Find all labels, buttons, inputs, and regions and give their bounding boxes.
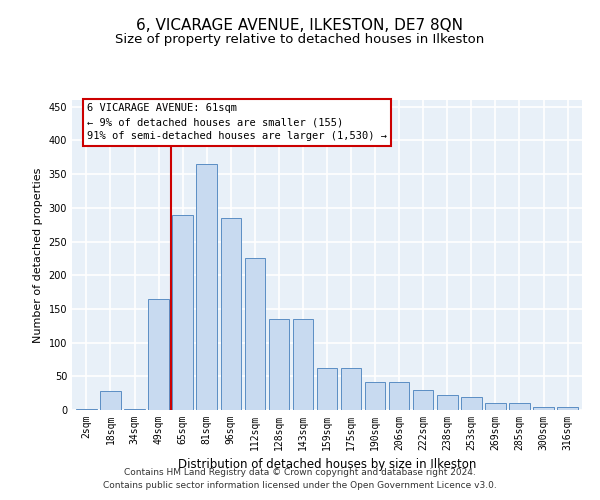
Bar: [221, 218, 241, 410]
Bar: [557, 408, 578, 410]
Text: Size of property relative to detached houses in Ilkeston: Size of property relative to detached ho…: [115, 32, 485, 46]
Bar: [293, 319, 313, 410]
X-axis label: Distribution of detached houses by size in Ilkeston: Distribution of detached houses by size …: [178, 458, 476, 471]
Bar: [341, 368, 361, 410]
Text: Contains public sector information licensed under the Open Government Licence v3: Contains public sector information licen…: [103, 480, 497, 490]
Bar: [245, 258, 265, 410]
Bar: [389, 382, 409, 410]
Bar: [413, 390, 433, 410]
Text: 6 VICARAGE AVENUE: 61sqm
← 9% of detached houses are smaller (155)
91% of semi-d: 6 VICARAGE AVENUE: 61sqm ← 9% of detache…: [87, 104, 387, 142]
Bar: [124, 408, 145, 410]
Text: Contains HM Land Registry data © Crown copyright and database right 2024.: Contains HM Land Registry data © Crown c…: [124, 468, 476, 477]
Bar: [365, 382, 385, 410]
Bar: [100, 391, 121, 410]
Bar: [196, 164, 217, 410]
Bar: [148, 299, 169, 410]
Bar: [437, 395, 458, 410]
Bar: [317, 368, 337, 410]
Text: 6, VICARAGE AVENUE, ILKESTON, DE7 8QN: 6, VICARAGE AVENUE, ILKESTON, DE7 8QN: [137, 18, 464, 32]
Bar: [533, 406, 554, 410]
Bar: [269, 319, 289, 410]
Bar: [485, 404, 506, 410]
Bar: [172, 214, 193, 410]
Y-axis label: Number of detached properties: Number of detached properties: [33, 168, 43, 342]
Bar: [461, 396, 482, 410]
Bar: [76, 408, 97, 410]
Bar: [509, 404, 530, 410]
